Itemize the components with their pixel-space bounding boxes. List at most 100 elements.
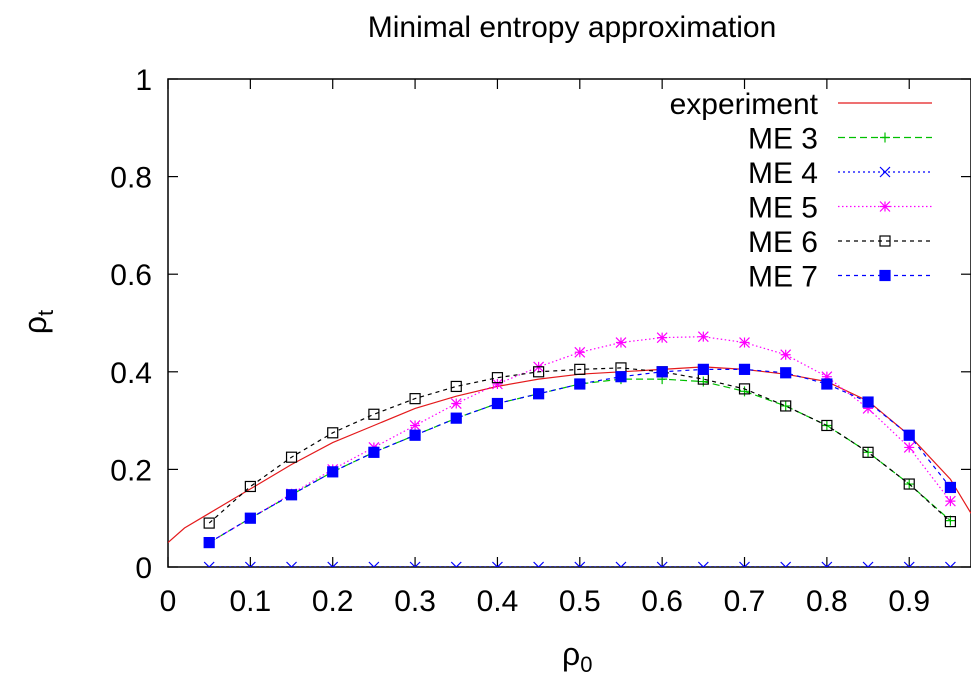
data-point [944,561,956,567]
data-point [615,561,627,567]
data-point [944,516,957,528]
data-point [903,442,915,453]
data-point [821,561,833,567]
data-point [697,363,709,375]
data-point [739,337,750,348]
data-point [738,363,751,375]
data-point [697,561,709,567]
data-point [903,429,915,441]
data-point [574,363,586,375]
data-point [656,561,668,567]
data-point [615,337,627,348]
data-point [862,446,874,458]
data-point [780,349,792,361]
ticks: 0 0.1 0.2 0.3 0.4 0.5 0.6 0.7 0.8 0.9 0 0.2 0.4 0.6 0.… [110,64,971,618]
x-tick-label: 0.4 [477,585,519,618]
data-point [450,561,462,567]
y-tick-label: 0.8 [110,162,152,195]
data-point [656,332,668,344]
y-axis-label: ρt [17,310,58,334]
data-point [450,412,462,424]
data-point [533,388,545,400]
legend-entry: experiment [670,88,932,121]
series-line [208,378,951,544]
data-point [450,380,462,393]
data-point [203,517,215,529]
data-point [491,397,504,410]
data-point [862,396,874,408]
data-point [533,561,545,567]
x-tick-label: 0 [160,585,177,618]
data-point [409,429,421,441]
data-point [903,478,915,490]
data-point [244,561,256,567]
data-point [945,515,956,526]
y-tick-label: 0 [135,552,152,585]
data-point [739,561,750,567]
data-point [944,495,956,507]
legend-label: ME 5 [748,192,818,225]
data-point [450,398,462,409]
data-point [286,561,297,567]
x-tick-label: 0.5 [559,585,601,618]
data-point [821,419,833,432]
data-point [615,371,627,383]
data-point [285,451,298,463]
data-point [368,561,380,567]
data-point [862,402,874,414]
legend-entry: ME 4 [748,157,932,190]
legend-label: ME 4 [748,157,818,190]
x-axis-label: ρ0 [562,636,592,677]
data-point [862,561,874,567]
legend-marker [879,235,891,247]
data-point [327,466,339,478]
data-point [698,376,709,387]
data-point [574,378,586,390]
x-tick-label: 0.3 [394,585,436,618]
chart-title: Minimal entropy approximation [368,11,777,44]
x-axis-label-main: ρ [562,636,580,672]
data-point [821,378,833,390]
data-point [780,367,792,379]
data-point [944,481,957,494]
data-point [492,561,503,567]
data-point [244,512,256,524]
x-tick-label: 0.7 [724,585,766,618]
y-tick-label: 0.4 [110,357,152,390]
data-point [533,366,545,378]
data-point [368,408,380,420]
data-point [863,447,874,458]
legend-marker [879,166,891,178]
series-line [208,368,951,544]
data-point [697,331,709,343]
x-tick-label: 0.2 [312,585,354,618]
legend-entry: ME 7 [748,261,932,294]
y-tick-label: 0.6 [110,259,152,292]
series-layer [168,331,971,567]
data-point [203,561,215,567]
legend-entry: ME 6 [748,226,932,259]
legend-marker [879,269,891,282]
y-tick-label: 0.2 [110,454,152,487]
y-tick-label: 1 [135,64,152,97]
x-tick-label: 0.8 [806,585,848,618]
series-me-3 [204,374,956,548]
data-point [491,372,504,384]
data-point [903,561,915,567]
data-point [780,561,792,567]
data-point [285,489,298,501]
x-axis-label-sub: 0 [580,652,592,677]
series-me-4 [203,561,956,567]
series-line [208,367,951,524]
data-point [409,420,421,431]
data-point [780,400,792,412]
series-line [168,366,971,544]
data-point [738,383,751,395]
data-point [574,561,586,567]
x-tick-label: 0.1 [229,585,271,618]
data-point [327,427,339,439]
series-me-7 [203,363,957,549]
x-tick-label: 0.9 [888,585,930,618]
